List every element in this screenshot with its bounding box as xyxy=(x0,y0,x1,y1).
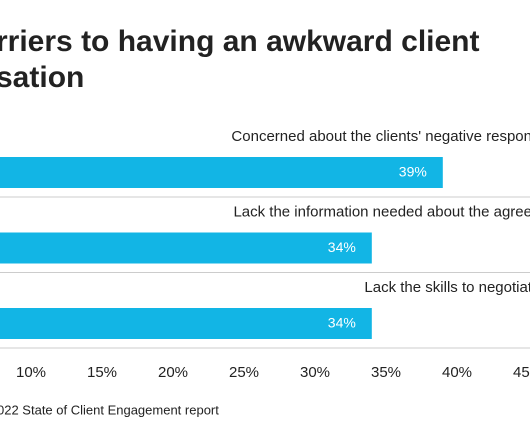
x-tick-label: 15% xyxy=(87,364,117,381)
bar xyxy=(0,232,372,264)
source-note: 022 State of Client Engagement report xyxy=(0,402,219,417)
value-label: 34% xyxy=(328,315,356,331)
category-label: Concerned about the clients' negative re… xyxy=(231,128,530,145)
category-label: Lack the skills to negotiat xyxy=(364,279,530,296)
x-tick-label: 20% xyxy=(158,364,188,381)
bar xyxy=(0,157,443,188)
x-tick-label: 45% xyxy=(513,364,530,381)
x-tick-label: 30% xyxy=(300,364,330,381)
value-label: 34% xyxy=(328,239,356,255)
chart-title: sation xyxy=(0,61,84,94)
x-tick-label: 25% xyxy=(229,364,259,381)
value-label: 39% xyxy=(399,164,427,180)
chart-title: rriers to having an awkward client xyxy=(0,25,480,58)
category-label: Lack the information needed about the ag… xyxy=(233,203,530,220)
x-tick-label: 10% xyxy=(16,364,46,381)
bar xyxy=(0,308,372,339)
x-tick-label: 35% xyxy=(371,364,401,381)
x-tick-label: 40% xyxy=(442,364,472,381)
